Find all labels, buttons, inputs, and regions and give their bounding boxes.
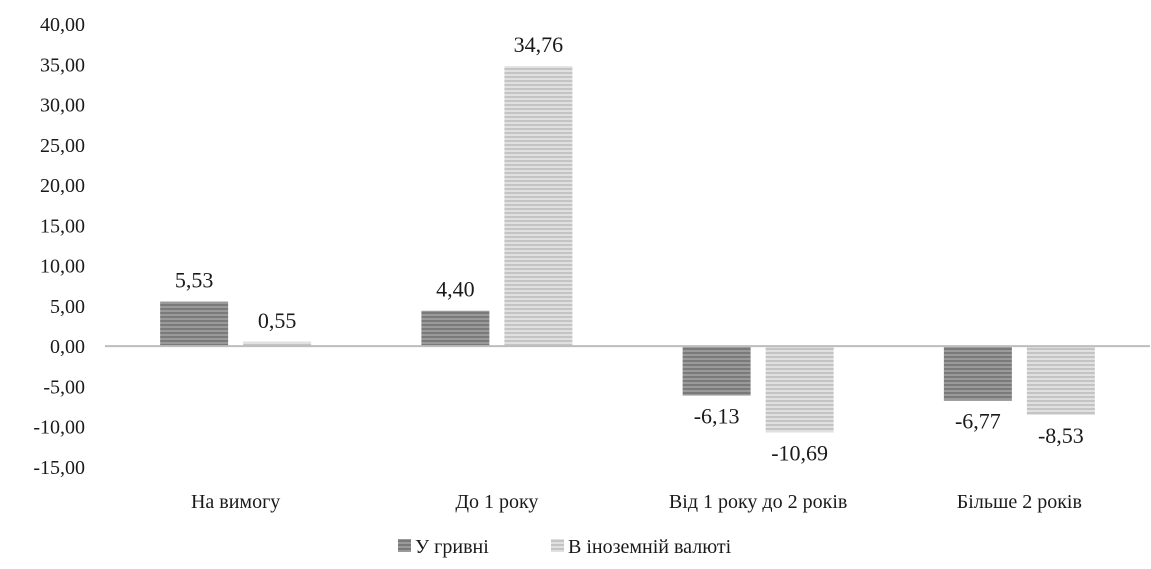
category-labels: На вимогу До 1 року Від 1 року до 2 років Б… (191, 491, 1082, 513)
legend-swatch-foreign (551, 539, 564, 552)
y-tick-label: 35,00 (40, 54, 85, 76)
y-tick-label: 0,00 (50, 336, 85, 358)
data-label: -6,77 (955, 409, 1001, 434)
data-label: 0,55 (258, 308, 297, 333)
legend-swatch-uah (398, 539, 411, 552)
bar-uah (943, 346, 1012, 401)
y-tick-label: 20,00 (40, 175, 85, 197)
y-tick-label: 15,00 (40, 215, 85, 237)
data-label: 5,53 (175, 268, 214, 293)
legend-label: В іноземній валюті (568, 536, 732, 558)
category-label: Від 1 року до 2 років (669, 491, 847, 513)
bar-foreign (765, 346, 834, 433)
y-axis-ticks: 40,00 35,00 30,00 25,00 20,00 15,00 10,00 5,00 0… (33, 14, 85, 479)
y-tick-label: 5,00 (50, 296, 85, 318)
y-tick-label: 30,00 (40, 95, 85, 117)
data-label: -8,53 (1038, 423, 1084, 448)
legend-label: У гривні (415, 536, 489, 558)
bar-uah (421, 310, 490, 347)
category-label: На вимогу (191, 491, 280, 513)
data-labels-group: 5,53 0,55 4,40 34,76 -6,13 -10,69 -6,77 -8,53 (175, 32, 1084, 465)
category-label: Більше 2 років (957, 491, 1082, 513)
y-tick-label: 10,00 (40, 256, 85, 278)
data-label: 4,40 (436, 277, 475, 302)
y-tick-label: 40,00 (40, 14, 85, 36)
y-tick-label: -5,00 (43, 376, 85, 398)
bar-uah (682, 346, 751, 396)
y-tick-label: 25,00 (40, 135, 85, 157)
bar-uah (160, 301, 229, 347)
data-label: -6,13 (694, 404, 740, 429)
bar-foreign (1026, 346, 1095, 415)
category-label: До 1 року (455, 491, 538, 513)
bar-foreign (504, 66, 573, 347)
y-tick-label: -10,00 (33, 417, 85, 439)
data-label: -10,69 (771, 440, 828, 465)
data-label: 34,76 (514, 32, 564, 57)
bar-foreign (243, 341, 312, 347)
y-tick-label: -15,00 (33, 457, 85, 479)
legend: У гривні В іноземній валюті (398, 536, 732, 558)
bars-group (160, 66, 1095, 433)
